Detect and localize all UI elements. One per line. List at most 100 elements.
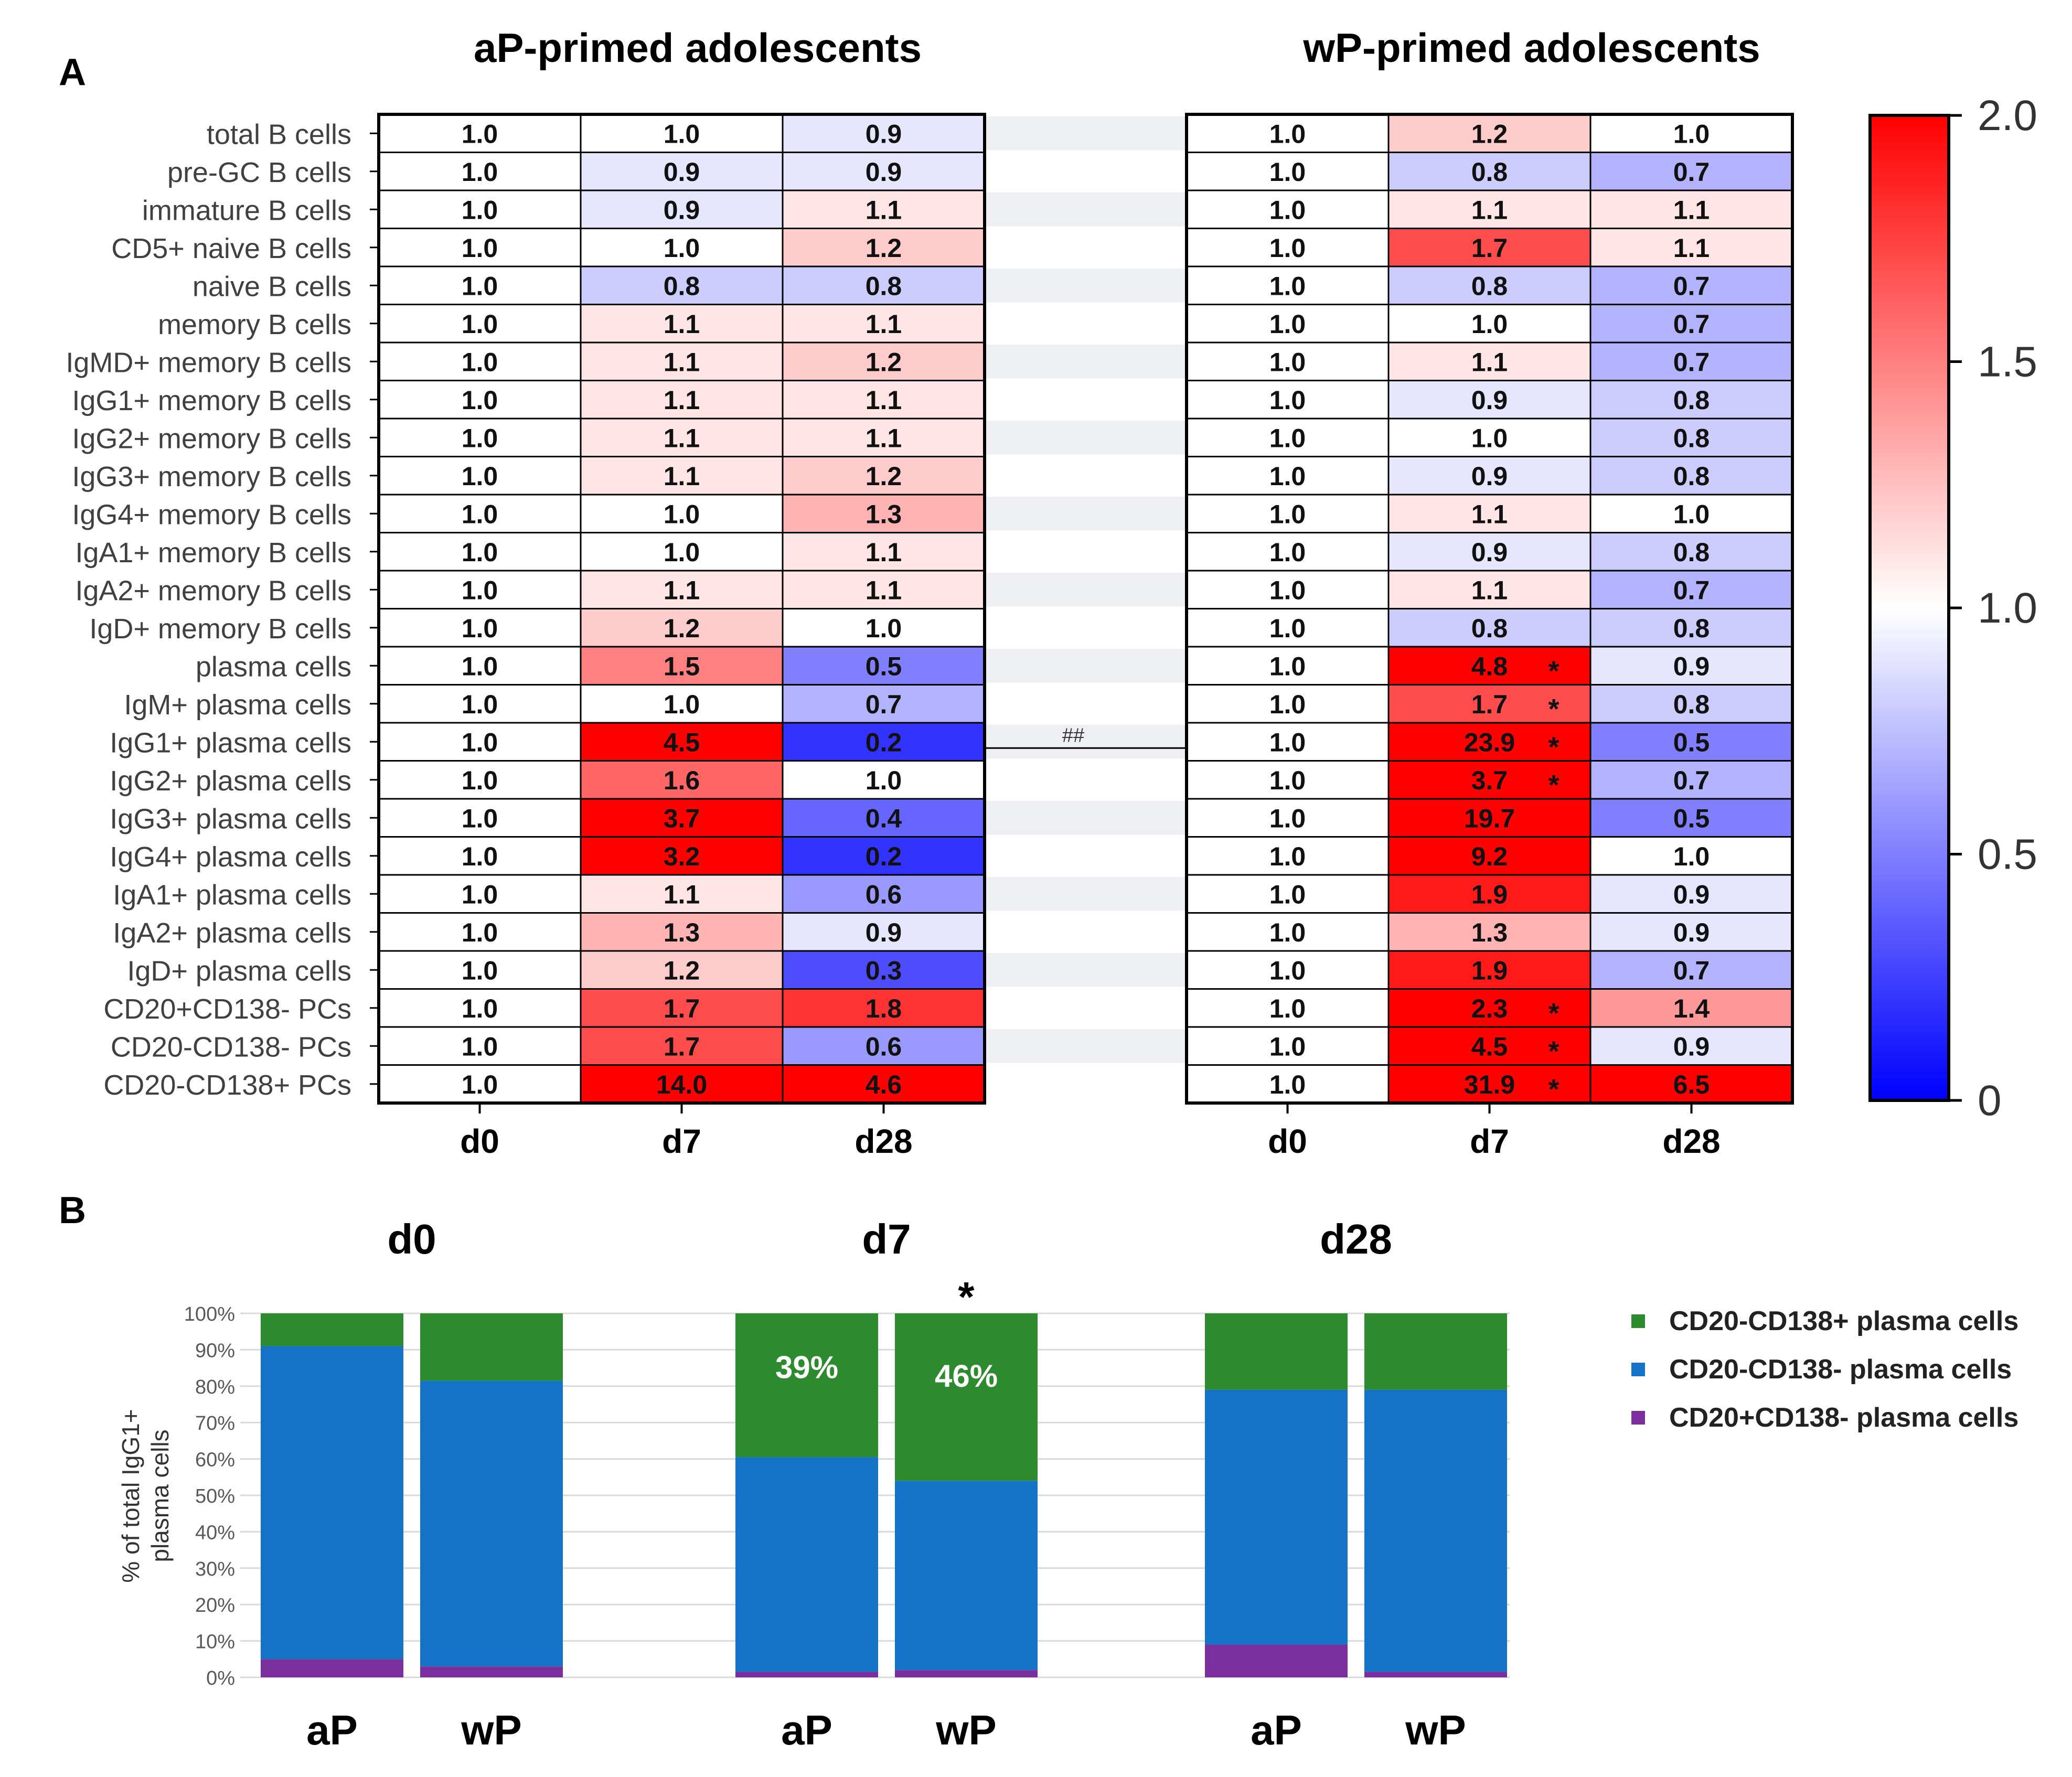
stacked-segment <box>1205 1389 1348 1645</box>
heatmap-row-label: pre-GC B cells <box>167 157 351 188</box>
bridge-stripe <box>985 421 1187 455</box>
heatmap-cell-value: 0.8 <box>1673 538 1710 567</box>
heatmap-row-label: IgG2+ plasma cells <box>110 765 351 797</box>
heatmap-cell-value: 1.1 <box>1673 195 1710 224</box>
heatmap-cell <box>1387 912 1592 952</box>
heatmap-cell-value: 1.0 <box>1269 309 1306 339</box>
legend-swatch <box>1631 1363 1645 1376</box>
colorbar-tick-label: 1.0 <box>1978 584 2037 632</box>
heatmap-cell <box>782 646 986 686</box>
heatmap-cell-value: 1.0 <box>1269 233 1306 263</box>
heatmap-cell-value: 1.0 <box>1269 804 1306 833</box>
heatmap-cell <box>1589 456 1793 496</box>
heatmap-column-label: d7 <box>662 1122 701 1160</box>
heatmap-cell <box>1589 532 1793 572</box>
heatmap-cell <box>1387 608 1592 648</box>
heatmap-cell <box>1387 874 1592 914</box>
bridge-stripe <box>985 649 1187 683</box>
heatmap-cell-value: 0.4 <box>866 804 902 833</box>
heatmap-cell-value: 1.1 <box>866 575 902 605</box>
heatmap-cell-value: 1.0 <box>462 651 498 681</box>
heatmap-cell-value: 1.2 <box>664 956 700 985</box>
heatmap-cell-value: 1.0 <box>664 690 700 719</box>
bar-category-label: aP <box>781 1707 832 1753</box>
heatmap-cell-value: 1.1 <box>664 386 700 415</box>
stacked-bar-chart: 0% 10% 20% 30% 40% 50% 60% 70% 80% 90% 100% % of to… <box>117 1216 1510 1753</box>
stacked-segment <box>1364 1672 1507 1677</box>
heatmap-cell <box>782 304 986 344</box>
stacked-segment <box>1205 1644 1348 1677</box>
heatmap-row-label: IgG2+ memory B cells <box>72 423 351 454</box>
heatmap-cell-value: 1.1 <box>866 386 902 415</box>
heatmap-cell <box>1387 570 1592 609</box>
heatmap-cell <box>378 152 582 191</box>
heatmap-cell-value: 1.0 <box>1269 766 1306 795</box>
heatmap-cell-value: 1.0 <box>1269 157 1306 187</box>
heatmap-cell <box>782 874 986 914</box>
heatmap-cell <box>782 798 986 838</box>
heatmap-cell <box>580 950 784 990</box>
heatmap-cell <box>1589 950 1793 990</box>
heatmap-cell-value: 0.8 <box>664 271 700 301</box>
heatmap-cell <box>1185 760 1390 800</box>
heatmap-cell-value: 0.9 <box>1471 462 1508 491</box>
heatmap-cell-value: 1.0 <box>462 347 498 377</box>
bridge-stripe <box>985 497 1187 531</box>
heatmap-cell <box>580 418 784 457</box>
heatmap-cell-value: 4.5 <box>664 727 700 757</box>
heatmap-row-label: CD20-CD138- PCs <box>111 1031 351 1063</box>
heatmap-cell <box>378 380 582 420</box>
heatmap-column-labels: d0 d7 d28 d0 d7 d28 <box>460 1103 1721 1160</box>
stacked-segment <box>1364 1313 1507 1390</box>
y-tick-label: 100% <box>184 1303 235 1325</box>
heatmap-cell-value: 31.9 <box>1464 1070 1515 1099</box>
heatmap-cell-value: 4.5 <box>1471 1032 1508 1061</box>
stacked-segment <box>420 1313 563 1381</box>
heatmap-cell <box>378 494 582 533</box>
panel-a-label: A <box>59 51 86 93</box>
heatmap-cell <box>580 152 784 191</box>
heatmap-cell-value: 1.0 <box>1269 271 1306 301</box>
colorbar-tick-label: 0.5 <box>1978 831 2037 879</box>
heatmap-cell-value: 1.1 <box>866 309 902 339</box>
heatmap-row-label: IgG4+ plasma cells <box>110 841 351 873</box>
y-tick-label: 20% <box>195 1594 235 1617</box>
y-tick-label: 10% <box>195 1631 235 1653</box>
heatmap-cell-value: 1.0 <box>1673 499 1710 529</box>
heatmap-cell-value: 9.2 <box>1471 842 1508 871</box>
heatmap-cell <box>782 608 986 648</box>
heatmap-cell-value: 6.5 <box>1673 1070 1710 1099</box>
heatmap-cell-value: 1.0 <box>1269 462 1306 491</box>
y-tick-label: 30% <box>195 1558 235 1580</box>
heatmap-cell <box>1589 228 1793 267</box>
heatmap-cell <box>580 760 784 800</box>
significance-star: * <box>1548 731 1559 763</box>
heatmap-cell <box>1387 646 1592 686</box>
heatmap-column-label: d28 <box>1662 1122 1720 1160</box>
heatmap-cell-value: 1.1 <box>664 462 700 491</box>
heatmap-cell-value: 1.1 <box>664 880 700 909</box>
heatmap-cell-value: 0.8 <box>1471 614 1508 643</box>
stacked-segment <box>1364 1389 1507 1672</box>
heatmap-cell <box>1185 646 1390 686</box>
stacked-segment <box>420 1380 563 1667</box>
bridge-stripe <box>985 269 1187 303</box>
heatmap-cell-value: 1.0 <box>1673 119 1710 148</box>
heatmap-cell-value: 1.2 <box>664 614 700 643</box>
heatmap-column-label: d7 <box>1470 1122 1509 1160</box>
heatmap-cell <box>580 988 784 1028</box>
heatmap-cell <box>378 722 582 762</box>
heatmap-cell-value: 0.9 <box>1673 1032 1710 1061</box>
heatmap-cell <box>580 494 784 533</box>
significance-star: * <box>1548 769 1559 801</box>
heatmap-cell <box>1589 418 1793 457</box>
heatmap-cell-value: 23.9 <box>1464 727 1515 757</box>
bridge-stripe <box>985 725 1187 759</box>
heatmap-cell-value: 0.9 <box>1471 538 1508 567</box>
heatmap-cell <box>580 722 784 762</box>
heatmap-cell-value: 1.0 <box>866 766 902 795</box>
heatmap-cell-value: 4.6 <box>866 1070 902 1099</box>
heatmap-cell-value: 0.2 <box>866 842 902 871</box>
colorbar-gradient <box>1868 114 1950 1102</box>
